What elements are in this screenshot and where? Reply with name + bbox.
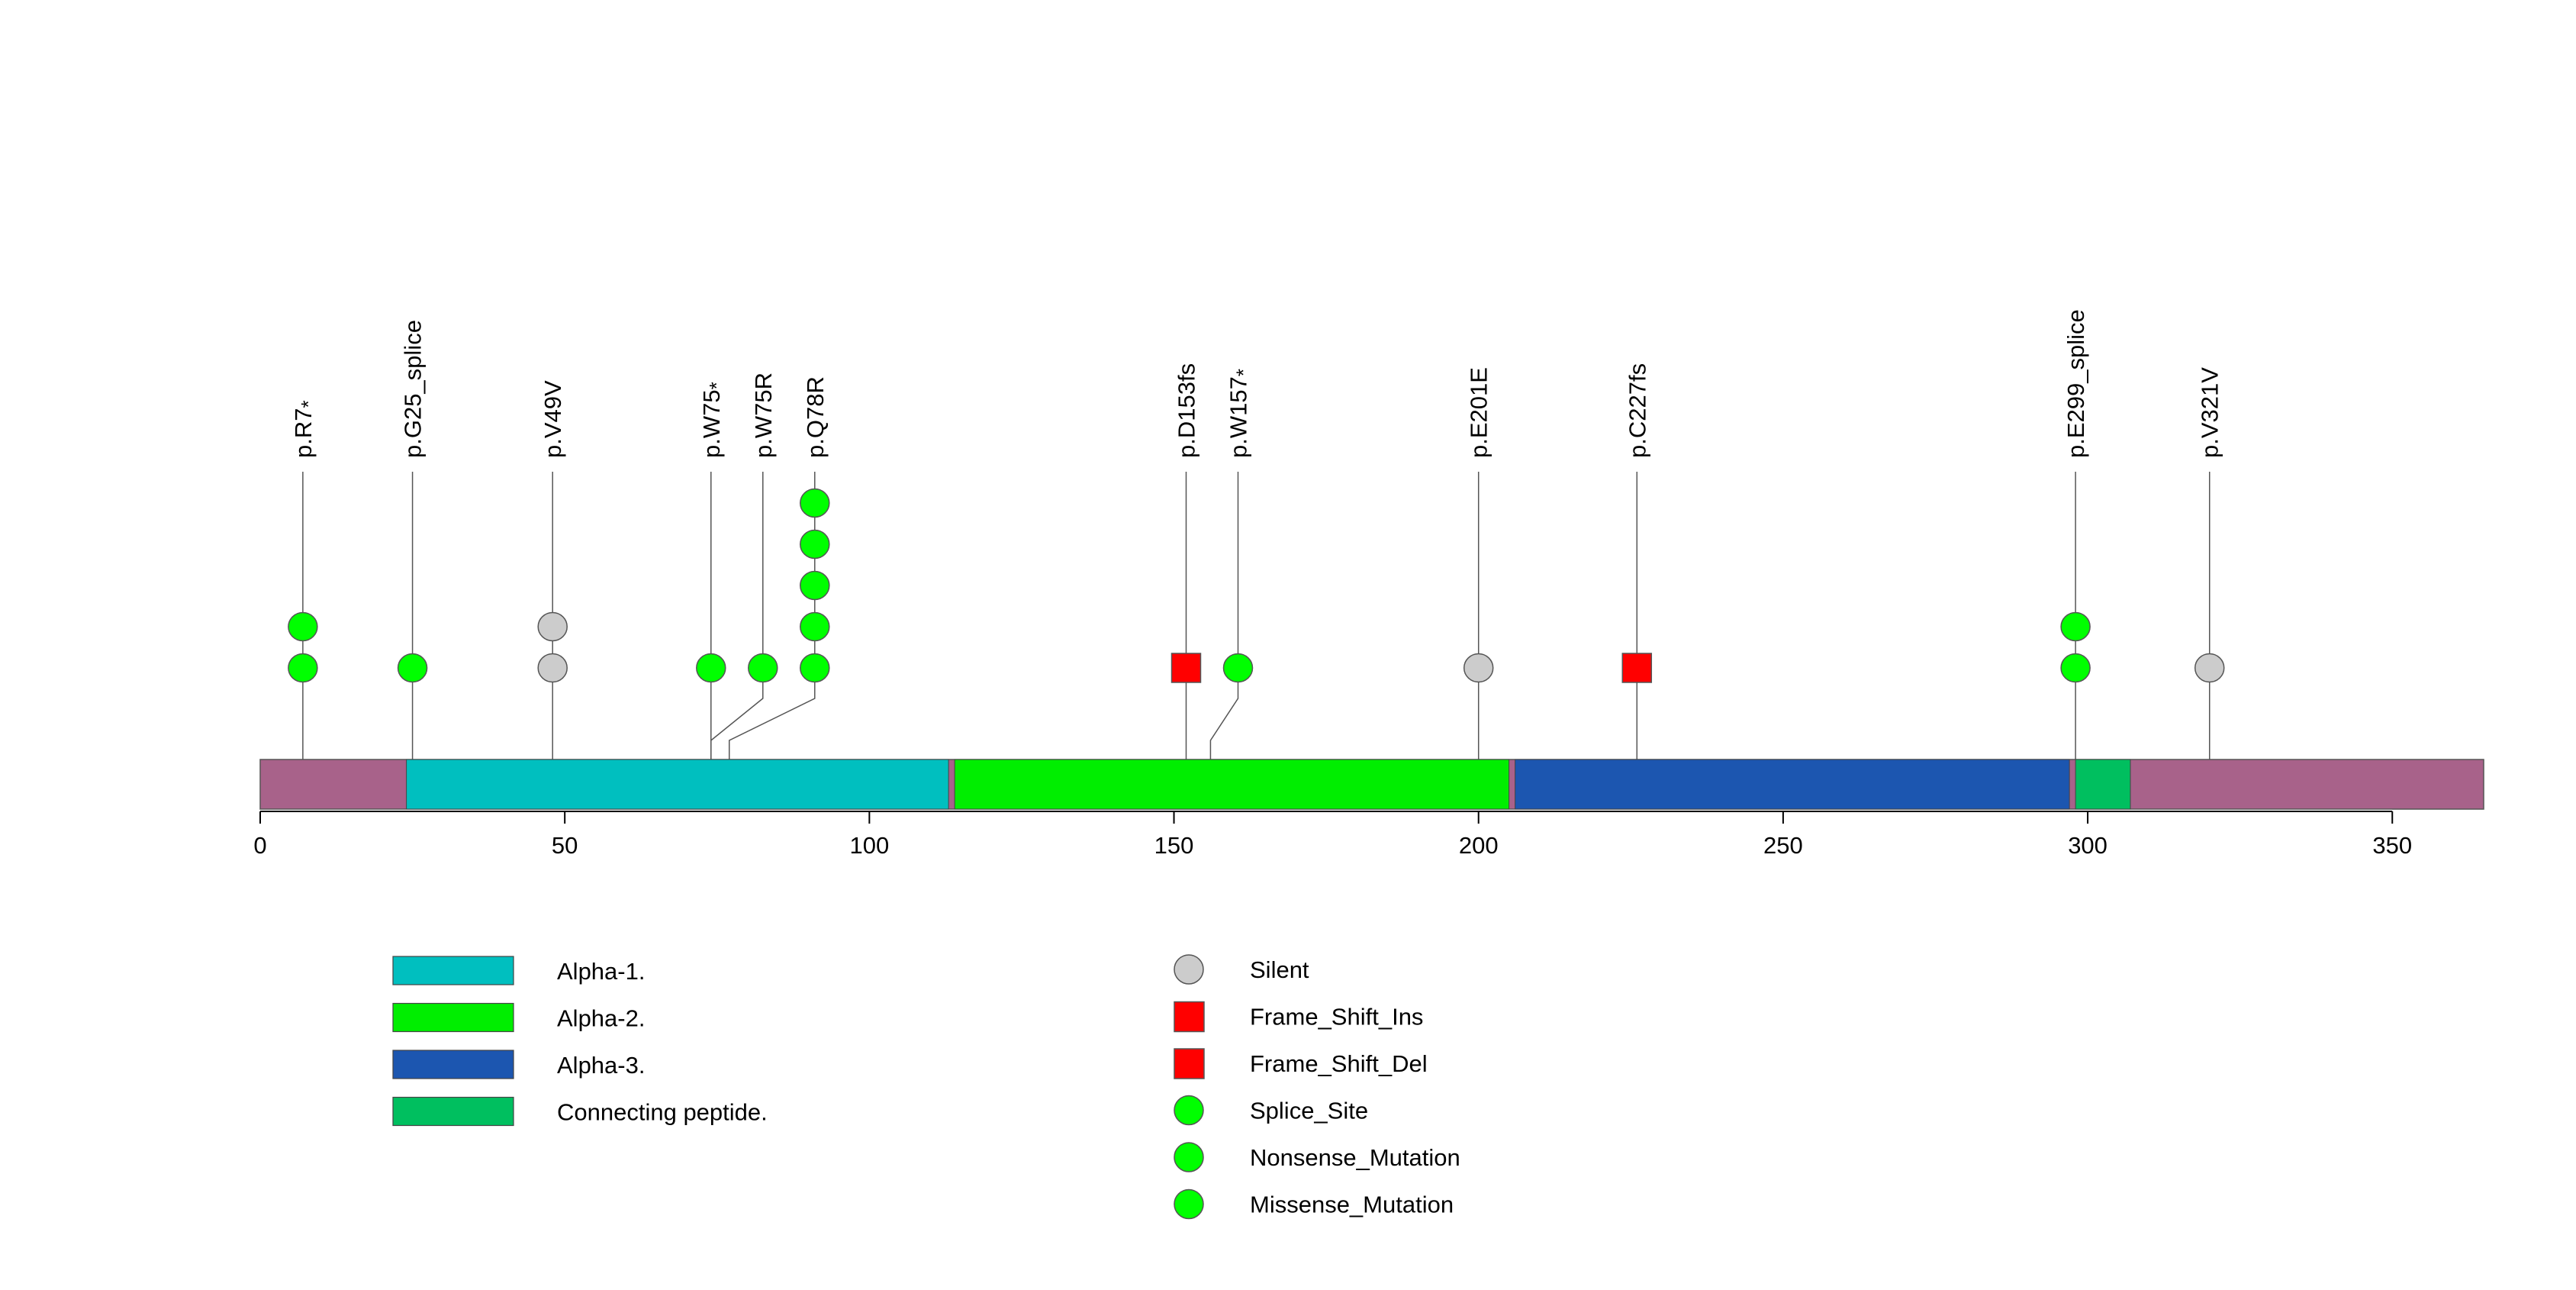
legend-label-missense-mutation: Missense_Mutation bbox=[1250, 1192, 1454, 1218]
legend-label-alpha-3: Alpha-3. bbox=[557, 1052, 645, 1079]
x-tick-label: 250 bbox=[1763, 832, 1803, 859]
mutation-label: p.E299_splice bbox=[2062, 309, 2089, 458]
marker-silent bbox=[537, 653, 568, 683]
marker-splice-site bbox=[397, 653, 428, 683]
legend-marker-nonsense-mutation bbox=[1174, 1142, 1204, 1172]
x-tick-label: 350 bbox=[2372, 832, 2412, 859]
legend-swatch-alpha-1 bbox=[392, 956, 514, 985]
marker-missense-mutation bbox=[748, 653, 778, 683]
x-tick-label: 100 bbox=[849, 832, 889, 859]
legend-label-alpha-2: Alpha-2. bbox=[557, 1005, 645, 1032]
mutation-label: p.D153fs bbox=[1174, 363, 1200, 458]
mutation-labels: p.R7* p.G25_splice p.V49V p.W75* p.W75R p.Q78… bbox=[290, 309, 2223, 458]
mutation-label: p.G25_splice bbox=[400, 320, 427, 458]
marker-frame-shift-del bbox=[1170, 653, 1202, 683]
legend-label-frame-shift-del: Frame_Shift_Del bbox=[1250, 1050, 1428, 1077]
legend-marker-missense-mutation bbox=[1174, 1188, 1204, 1220]
marker-silent bbox=[1463, 653, 1494, 683]
marker-frame-shift-del bbox=[1621, 653, 1653, 683]
x-tick-label: 300 bbox=[2068, 832, 2107, 859]
marker-missense-mutation bbox=[800, 488, 830, 518]
marker-splice-site bbox=[2060, 653, 2091, 683]
marker-splice-site bbox=[2060, 611, 2091, 642]
marker-missense-mutation bbox=[800, 570, 830, 601]
x-tick-label: 0 bbox=[253, 832, 266, 859]
domain-alpha-3 bbox=[1515, 759, 2070, 810]
domain-alpha-2 bbox=[954, 759, 1510, 810]
protein-backbone bbox=[259, 759, 2484, 810]
x-axis: 0 50 100 150 200 250 300 350 bbox=[253, 811, 2412, 859]
legend-label-connecting-peptide: Connecting peptide. bbox=[557, 1099, 768, 1126]
mutation-label: p.R7* bbox=[290, 400, 320, 458]
domain-legend: Alpha-1. Alpha-2. Alpha-3. Connecting pepti… bbox=[392, 956, 768, 1127]
x-tick-label: 50 bbox=[552, 832, 578, 859]
marker-silent bbox=[2194, 653, 2225, 683]
mutation-markers bbox=[288, 488, 2225, 683]
legend-label-nonsense-mutation: Nonsense_Mutation bbox=[1250, 1144, 1460, 1171]
legend-marker-frame-shift-ins bbox=[1174, 1001, 1205, 1033]
legend-marker-silent bbox=[1174, 954, 1204, 985]
mutation-label: p.E201E bbox=[1466, 367, 1492, 458]
legend-label-silent: Silent bbox=[1250, 956, 1309, 983]
mutation-label: p.Q78R bbox=[802, 376, 829, 458]
legend-label-frame-shift-ins: Frame_Shift_Ins bbox=[1250, 1004, 1423, 1030]
marker-nonsense-mutation bbox=[288, 653, 318, 683]
marker-nonsense-mutation bbox=[1222, 653, 1254, 683]
marker-missense-mutation bbox=[800, 611, 830, 642]
legend-marker-frame-shift-del bbox=[1174, 1048, 1205, 1079]
marker-silent bbox=[537, 611, 568, 642]
legend-marker-splice-site bbox=[1174, 1095, 1204, 1126]
mutation-label: p.W75R bbox=[750, 372, 777, 458]
legend-swatch-connecting-peptide bbox=[392, 1096, 514, 1127]
marker-nonsense-mutation bbox=[288, 611, 318, 642]
marker-missense-mutation bbox=[800, 529, 830, 560]
x-tick-label: 150 bbox=[1154, 832, 1194, 859]
mutation-label: p.W75* bbox=[698, 382, 728, 458]
mutation-label: p.C227fs bbox=[1624, 363, 1650, 458]
mutation-label: p.W157* bbox=[1225, 369, 1255, 458]
lollipop-stems bbox=[302, 472, 2211, 668]
marker-missense-mutation bbox=[800, 653, 830, 683]
legend-swatch-alpha-2 bbox=[392, 1002, 514, 1033]
legend-label-alpha-1: Alpha-1. bbox=[557, 958, 645, 985]
domain-connecting-peptide bbox=[2075, 759, 2131, 810]
legend-swatch-alpha-3 bbox=[392, 1050, 514, 1079]
legend-label-splice-site: Splice_Site bbox=[1250, 1098, 1368, 1124]
mutation-label: p.V49V bbox=[539, 380, 566, 458]
mutation-label: p.V321V bbox=[2197, 367, 2223, 458]
mutation-type-legend: Silent Frame_Shift_Ins Frame_Shift_Del Spli… bbox=[1174, 954, 1460, 1220]
marker-nonsense-mutation bbox=[696, 653, 726, 683]
x-tick-label: 200 bbox=[1459, 832, 1499, 859]
domain-alpha-1 bbox=[406, 759, 949, 810]
